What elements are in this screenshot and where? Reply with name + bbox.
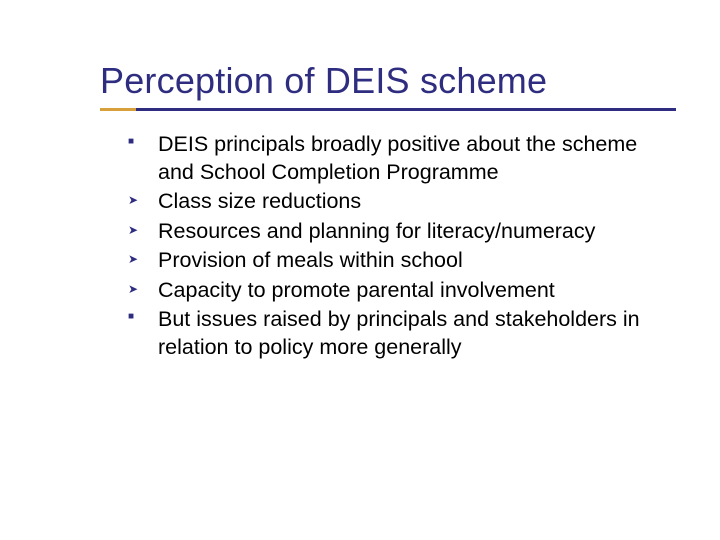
square-bullet-icon: ■ <box>128 312 148 322</box>
square-bullet-icon: ■ <box>128 137 148 147</box>
list-item-text: Capacity to promote parental involvement <box>158 278 555 302</box>
list-item: ➤ Class size reductions <box>128 188 676 216</box>
list-item: ➤ Resources and planning for literacy/num… <box>128 218 676 246</box>
arrow-bullet-icon: ➤ <box>128 224 148 236</box>
list-item: ■ DEIS principals broadly positive about … <box>128 131 676 186</box>
title-wrap: Perception of DEIS scheme <box>100 60 676 101</box>
list-item-text: But issues raised by principals and stak… <box>158 307 640 359</box>
list-item: ➤ Provision of meals within school <box>128 247 676 275</box>
list-item-text: Provision of meals within school <box>158 248 463 272</box>
bullet-list: ■ DEIS principals broadly positive about … <box>100 131 676 361</box>
list-item-text: DEIS principals broadly positive about t… <box>158 132 637 184</box>
arrow-bullet-icon: ➤ <box>128 283 148 295</box>
title-underline-accent <box>100 108 136 111</box>
arrow-bullet-icon: ➤ <box>128 253 148 265</box>
title-underline-main <box>136 108 676 111</box>
list-item-text: Class size reductions <box>158 189 361 213</box>
list-item: ➤ Capacity to promote parental involvemen… <box>128 277 676 305</box>
list-item: ■ But issues raised by principals and sta… <box>128 306 676 361</box>
slide-title: Perception of DEIS scheme <box>100 60 676 101</box>
slide: Perception of DEIS scheme ■ DEIS principa… <box>0 0 720 540</box>
list-item-text: Resources and planning for literacy/nume… <box>158 219 595 243</box>
arrow-bullet-icon: ➤ <box>128 194 148 206</box>
